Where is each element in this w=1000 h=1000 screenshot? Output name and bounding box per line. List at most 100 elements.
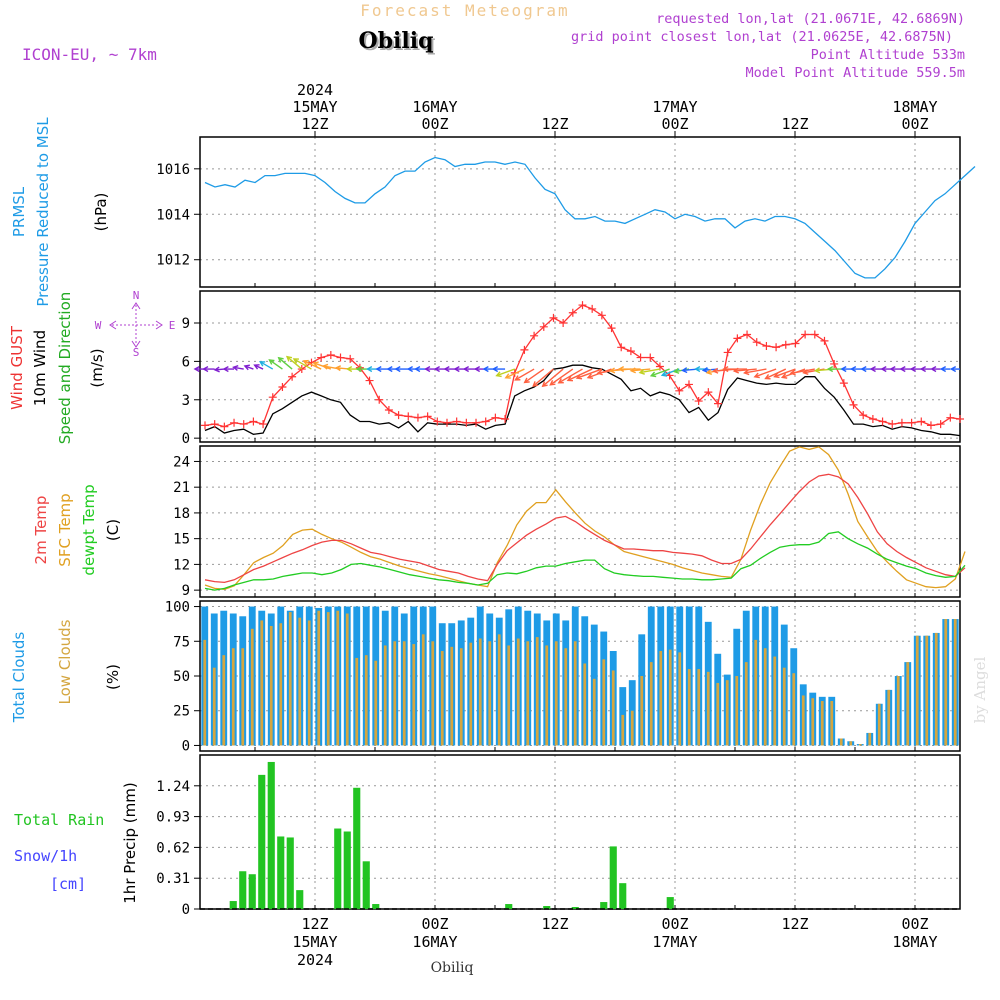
- cloud-label-total: Total Clouds: [10, 632, 28, 724]
- gust-marker: [346, 354, 355, 363]
- wind-arrow-head: [243, 364, 250, 371]
- low-cloud-bar: [744, 662, 748, 746]
- gust-marker: [278, 382, 287, 391]
- gust-marker: [404, 412, 413, 421]
- low-cloud-bar: [915, 635, 919, 746]
- precip-labels: Total Rain Snow/1h [cm] 1hr Precip (mm): [14, 782, 139, 903]
- gust-marker: [288, 372, 297, 381]
- wind-arrow: [744, 368, 767, 374]
- precip-bar: [505, 904, 513, 909]
- gust-marker: [878, 417, 887, 426]
- gust-marker: [491, 413, 500, 422]
- top-time-label: 15MAY: [292, 98, 337, 116]
- low-cloud-bar: [469, 642, 473, 746]
- low-cloud-bar: [279, 623, 283, 746]
- gust-marker: [820, 336, 829, 345]
- gust-marker: [365, 376, 374, 385]
- gust-marker: [433, 417, 442, 426]
- low-cloud-bar: [602, 659, 606, 746]
- wind-arrow-head: [394, 366, 401, 373]
- gust-marker: [859, 411, 868, 420]
- gust-marker: [888, 420, 897, 429]
- gust-marker: [694, 397, 703, 406]
- precip-bar: [334, 828, 342, 909]
- wind-arrow-head: [660, 371, 668, 377]
- gust-marker: [452, 417, 461, 426]
- gust-marker: [791, 339, 800, 348]
- low-cloud-bar: [250, 628, 254, 746]
- product-title: Forecast Meteogram: [360, 1, 569, 20]
- wind-arrow-head: [586, 373, 594, 380]
- wind-arrow-head: [193, 366, 200, 373]
- precip-bar: [600, 902, 608, 909]
- gust-marker: [810, 330, 819, 339]
- gust-marker: [559, 318, 568, 327]
- wind-arrow-head: [453, 366, 460, 373]
- precip-label-snow: Snow/1h: [14, 847, 77, 865]
- low-cloud-bar: [307, 620, 311, 746]
- gust-marker: [801, 330, 810, 339]
- gust-marker: [714, 399, 723, 408]
- wind-arrow-head: [840, 366, 847, 373]
- wind-arrow: [542, 368, 564, 387]
- precip-bar: [353, 787, 361, 909]
- wind-arrow-head: [514, 375, 521, 381]
- low-cloud-bar: [830, 701, 834, 746]
- low-cloud-bar: [393, 641, 397, 746]
- low-cloud-bar: [336, 610, 340, 746]
- gust-marker: [597, 311, 606, 320]
- low-cloud-bar: [421, 634, 425, 746]
- wind-arrow-head: [681, 367, 688, 374]
- gust-marker: [336, 353, 345, 362]
- top-time-label: 18MAY: [892, 98, 937, 116]
- precip-bar: [258, 774, 266, 909]
- wind-arrow-head: [919, 366, 926, 373]
- temperature-frame: [199, 445, 961, 598]
- gust-marker: [201, 421, 209, 430]
- low-cloud-bar: [203, 639, 207, 746]
- gust-marker: [472, 418, 481, 427]
- low-cloud-bar: [839, 738, 843, 746]
- low-cloud-bar: [459, 648, 463, 746]
- wind-arrow-head: [575, 373, 583, 380]
- precip-label-rain: Total Rain: [14, 811, 104, 829]
- wind-arrow: [286, 356, 303, 370]
- wind-label-gust: Wind GUST: [8, 325, 26, 410]
- pressure-ytick-label: 1016: [156, 162, 190, 178]
- wind-arrow-head: [629, 367, 636, 374]
- wind-arrow-head: [949, 366, 957, 373]
- gust-marker: [636, 353, 645, 362]
- wind-arrow: [774, 368, 796, 378]
- low-cloud-bar: [697, 669, 701, 746]
- low-cloud-bar: [811, 698, 815, 746]
- wind-arrow-head: [705, 369, 713, 375]
- precip-bar: [296, 890, 304, 909]
- low-cloud-bar: [944, 619, 948, 746]
- low-cloud-bar: [583, 663, 587, 746]
- wind-arrow-head: [482, 366, 489, 373]
- point-altitude: Point Altitude 533m: [811, 47, 965, 63]
- low-cloud-bar: [231, 648, 235, 746]
- wind-arrow-head: [292, 358, 299, 364]
- wind-arrow-head: [712, 367, 719, 374]
- wind-arrow-head: [491, 366, 499, 373]
- bottom-time-label: 17MAY: [652, 933, 697, 951]
- wind-arrow-head: [473, 366, 481, 373]
- gust-marker: [413, 413, 422, 422]
- wind-arrow: [765, 368, 787, 380]
- wind-arrow-head: [566, 375, 574, 382]
- low-cloud-bar: [782, 667, 786, 746]
- precip-bar: [571, 907, 579, 909]
- gust-marker: [220, 422, 229, 431]
- gust-marker: [375, 395, 384, 404]
- gust-marker: [384, 406, 393, 415]
- wind-arrow-head: [277, 356, 284, 363]
- top-time-label: 12Z: [781, 115, 808, 133]
- wind-arrow-head: [773, 372, 780, 379]
- low-cloud-bar: [488, 641, 492, 746]
- wind-arrow: [244, 365, 254, 370]
- temperature-ytick-label: 15: [173, 532, 190, 548]
- cloud-labels: Total Clouds Low Clouds (%): [10, 619, 122, 723]
- low-cloud-bar: [364, 655, 368, 746]
- wind-arrow-head: [826, 366, 834, 373]
